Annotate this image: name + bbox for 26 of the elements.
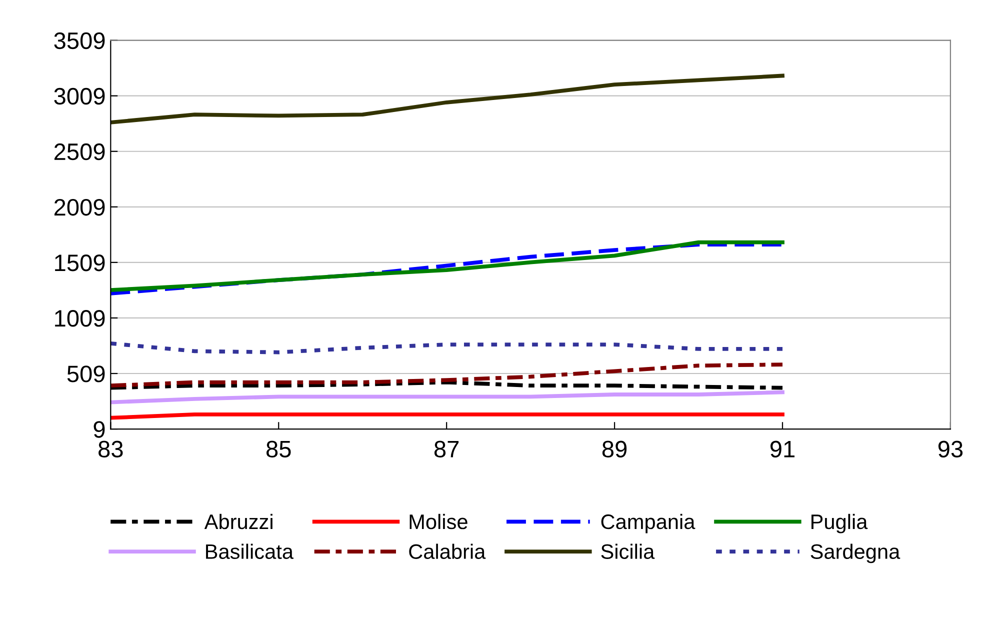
legend-label: Campania [601,514,696,534]
legend-label: Molise [410,514,468,530]
x-tick-label: 89 [602,440,627,458]
x-tick-label: 93 [938,440,963,458]
legend-label: Abruzzi [204,514,272,530]
y-tick-label: 2509 [54,143,105,160]
x-tick-label: 87 [434,440,459,458]
line-series [110,341,784,354]
y-tick-label: 1009 [55,310,105,327]
y-tick-label: 509 [67,366,105,382]
legend-label: Sicilia [601,544,655,560]
line-series [110,74,784,124]
x-tick-label: 85 [266,440,291,458]
legend-label: Sardegna [810,544,900,564]
y-tick-label: 9 [94,421,105,438]
x-tick-label: 83 [98,440,123,458]
line-series [110,390,784,404]
y-tick-label: 3509 [54,32,105,50]
y-tick-label: 1509 [55,254,105,272]
y-tick-label: 2009 [54,198,105,216]
line-series [110,362,784,388]
x-tick-label: 91 [770,440,794,458]
y-tick-label: 3009 [54,88,105,105]
legend-label: Puglia [811,514,868,534]
legend-label: Basilicata [206,544,294,560]
legend-label: Calabria [409,544,486,560]
